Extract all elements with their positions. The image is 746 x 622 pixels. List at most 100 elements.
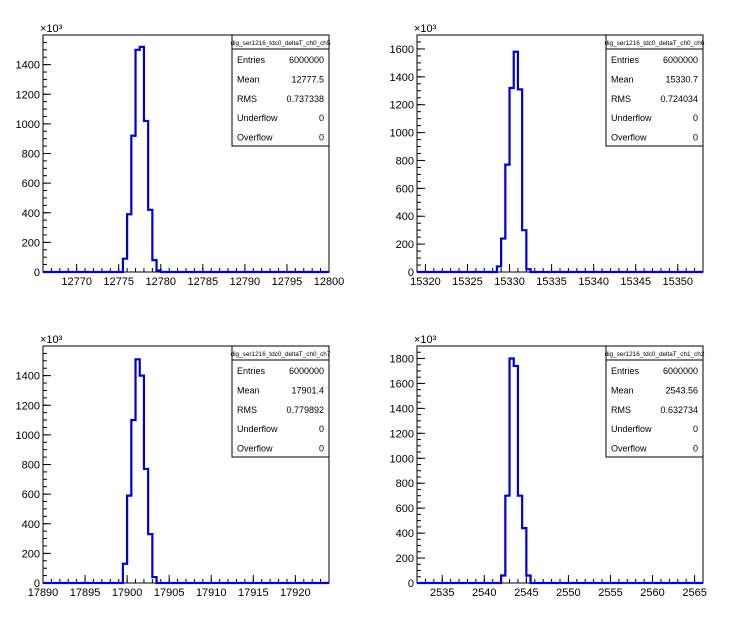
y-tick-label: 400	[22, 519, 40, 531]
x-tick-label: 17920	[280, 587, 311, 599]
y-tick-label: 1400	[16, 371, 40, 383]
x-tick-label: 12800	[314, 276, 345, 288]
x-tick-label: 17900	[112, 587, 143, 599]
stats-value: 0	[319, 133, 324, 143]
y-tick-label: 200	[396, 239, 414, 251]
y-tick-label: 0	[408, 267, 414, 279]
stats-value: 6000000	[663, 366, 698, 376]
y-tick-label: 0	[34, 578, 40, 590]
stats-value: 6000000	[663, 55, 698, 65]
y-tick-label: 1800	[390, 353, 414, 365]
x-tick-label: 2560	[640, 587, 664, 599]
stats-value: 0.632734	[660, 405, 698, 415]
x-tick-label: 2550	[556, 587, 580, 599]
histogram-panel-2: 15320 15325 15330 15335 15340 15345 15350 0 200 4…	[390, 23, 705, 288]
y-tick-label: 200	[396, 553, 414, 565]
y-tick-label: 1600	[390, 44, 414, 56]
stats-box: dig_ser1216_tdc0_deltaT_ch1_ch2 Entries 60…	[605, 345, 705, 458]
stats-box-frame	[231, 34, 330, 147]
x-tick-label: 2540	[472, 587, 496, 599]
histogram-panel-3: 17890 17895 17900 17905 17910 17915 17920 0 200 4…	[16, 334, 331, 599]
x-tick-label: 2565	[682, 587, 706, 599]
y-tick-label: 400	[22, 208, 40, 220]
stats-box-frame	[231, 345, 330, 458]
y-tick-label: 1000	[16, 430, 40, 442]
x-tick-label: 12795	[272, 276, 303, 288]
stats-value: 6000000	[289, 55, 324, 65]
y-tick-label: 1600	[390, 378, 414, 390]
x-tick-label: 12770	[61, 276, 92, 288]
stats-label: RMS	[237, 94, 257, 104]
stats-value: 0.737338	[286, 94, 324, 104]
stats-label: Overflow	[611, 133, 647, 143]
histogram-panel-1: 12770 12775 12780 12785 12790 12795 12800 0 200 4…	[16, 23, 345, 288]
y-tick-label: 600	[396, 503, 414, 515]
y-tick-label: 1000	[16, 119, 40, 131]
stats-label: Underflow	[611, 113, 652, 123]
y-tick-label: 800	[22, 149, 40, 161]
x-tick-label: 12775	[103, 276, 134, 288]
y-tick-label: 400	[396, 528, 414, 540]
x-tick-label: 17890	[28, 587, 59, 599]
histogram-series-line	[417, 357, 703, 585]
stats-label: Mean	[611, 74, 634, 84]
x-tick-label: 17915	[238, 587, 269, 599]
stats-value: 15330.7	[665, 74, 698, 84]
y-tick-label: 800	[396, 478, 414, 490]
x-tick-label: 12785	[188, 276, 219, 288]
stats-value: 0	[319, 424, 324, 434]
stats-label: Entries	[237, 55, 266, 65]
x-tick-label: 2555	[598, 587, 622, 599]
stats-box: dig_ser1216_tdc0_deltaT_ch0_ch7 Entries 60…	[231, 345, 331, 458]
stats-value: 0	[693, 133, 698, 143]
stats-box: dig_ser1216_tdc0_deltaT_ch0_ch5 Entries 60…	[231, 34, 331, 147]
stats-label: Underflow	[611, 424, 652, 434]
y-tick-label: 400	[396, 211, 414, 223]
y-tick-label: 1400	[390, 72, 414, 84]
x-tick-label: 17910	[196, 587, 227, 599]
stats-label: Overflow	[237, 133, 273, 143]
x-tick-label: 15350	[662, 276, 693, 288]
y-tick-label: 200	[22, 548, 40, 560]
stats-value: 0.779892	[286, 405, 324, 415]
stats-value: 0	[319, 113, 324, 123]
x-tick-label: 17895	[70, 587, 101, 599]
histogram-title: dig_ser1216_tdc0_deltaT_ch0_ch6	[605, 40, 705, 47]
y-exponent-label: ×10³	[414, 334, 437, 346]
y-tick-label: 1400	[390, 403, 414, 415]
histogram-series-line	[43, 45, 329, 274]
stats-label: RMS	[611, 94, 631, 104]
y-tick-label: 1200	[390, 428, 414, 440]
stats-value: 0	[319, 444, 324, 454]
y-exponent-label: ×10³	[414, 23, 437, 35]
histogram-panel-4: 2535 2540 2545 2550 2555 2560 2565 0 200 400 600 80…	[390, 334, 707, 599]
x-tick-label: 12790	[230, 276, 261, 288]
x-tick-label: 15320	[410, 276, 441, 288]
y-tick-label: 1400	[16, 60, 40, 72]
x-tick-label: 2535	[430, 587, 454, 599]
stats-value: 17901.4	[291, 385, 324, 395]
y-tick-label: 0	[34, 267, 40, 279]
x-tick-label: 15345	[620, 276, 651, 288]
histogram-series-line	[43, 358, 329, 585]
stats-box-frame	[605, 34, 704, 147]
stats-box-frame	[605, 345, 704, 458]
x-tick-label: 15340	[578, 276, 609, 288]
y-tick-label: 600	[22, 178, 40, 190]
y-exponent-label: ×10³	[40, 334, 63, 346]
histogram-title: dig_ser1216_tdc0_deltaT_ch1_ch2	[605, 351, 705, 358]
y-tick-label: 800	[22, 460, 40, 472]
histogram-title: dig_ser1216_tdc0_deltaT_ch0_ch5	[231, 40, 331, 47]
y-tick-label: 600	[22, 489, 40, 501]
y-exponent-label: ×10³	[40, 23, 63, 35]
x-tick-label: 12780	[145, 276, 176, 288]
stats-label: Overflow	[237, 444, 273, 454]
stats-value: 2543.56	[665, 385, 698, 395]
stats-label: Mean	[611, 385, 634, 395]
stats-label: Mean	[237, 74, 260, 84]
stats-label: RMS	[611, 405, 631, 415]
stats-value: 12777.5	[291, 74, 324, 84]
histogram-series-line	[417, 50, 703, 274]
x-tick-label: 15330	[494, 276, 525, 288]
